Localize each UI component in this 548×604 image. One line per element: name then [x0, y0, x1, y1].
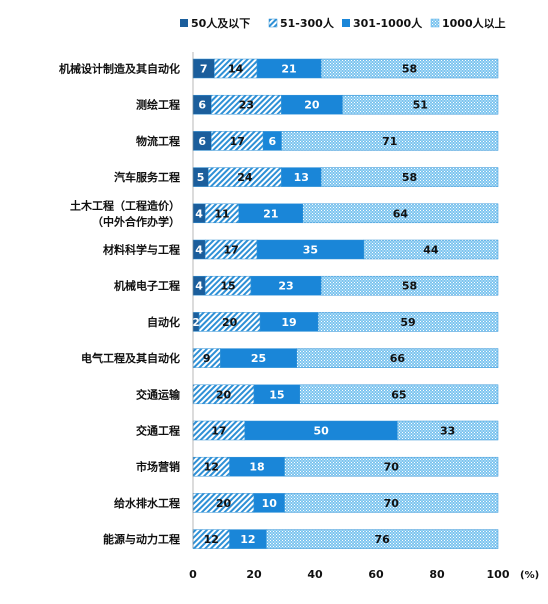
bar-data-label: 70 — [384, 461, 400, 474]
legend-label: 1000人以上 — [442, 16, 506, 30]
bar-data-label: 35 — [303, 244, 318, 257]
bar-segment — [302, 203, 499, 224]
bar-data-label: 12 — [240, 533, 255, 546]
category-label: 给水排水工程 — [114, 496, 180, 510]
bar-segment — [320, 275, 499, 296]
bar-data-label: 76 — [374, 533, 390, 546]
bar-data-label: 13 — [294, 171, 309, 184]
bar-data-label: 5 — [197, 171, 205, 184]
bar-data-label: 17 — [211, 425, 226, 438]
bar-segment — [281, 131, 499, 151]
x-axis: 0 20 40 60 80 100 (%) — [189, 52, 539, 581]
category-label: 测绘工程 — [136, 98, 180, 112]
category-label: 物流工程 — [136, 134, 180, 148]
category-label: 电气工程及其自动化 — [81, 351, 180, 365]
bar-data-label: 12 — [204, 461, 219, 474]
category-label: 交通工程 — [136, 424, 180, 438]
category-label: 机械设计制造及其自动化 — [59, 62, 180, 76]
bar-data-label: 58 — [402, 280, 417, 293]
bar-data-label: 4 — [195, 207, 203, 220]
bar-segment — [342, 94, 499, 115]
bar-data-label: 65 — [391, 388, 406, 401]
bar-data-label: 20 — [222, 316, 238, 329]
bar-data-label: 20 — [304, 99, 320, 112]
bar-data-label: 23 — [239, 99, 254, 112]
category-label: 机械电子工程 — [114, 279, 180, 293]
category-label: （中外合作办学） — [92, 214, 180, 228]
bar-segment — [363, 239, 499, 260]
bar-data-label: 58 — [402, 63, 417, 76]
bar-data-label: 17 — [223, 244, 238, 257]
bar-data-label: 10 — [262, 497, 278, 510]
bar-data-label: 33 — [440, 425, 455, 438]
category-label: 能源与动力工程 — [103, 532, 180, 546]
category-label: 自动化 — [147, 315, 180, 329]
legend-swatch — [430, 18, 440, 28]
bar-data-label: 70 — [384, 497, 400, 510]
bar-data-label: 19 — [281, 316, 296, 329]
bar-data-label: 14 — [228, 63, 244, 76]
bar-data-label: 20 — [216, 388, 232, 401]
bar-segment — [320, 167, 499, 187]
bar-data-label: 23 — [278, 280, 293, 293]
bar-data-label: 4 — [195, 244, 203, 257]
category-label: 材料科学与工程 — [103, 243, 180, 257]
legend-label: 51-300人 — [280, 16, 335, 30]
bar-segment — [296, 348, 499, 368]
bar-data-label: 4 — [195, 280, 203, 293]
category-label: 汽车服务工程 — [114, 170, 180, 184]
bar-segment — [320, 58, 499, 79]
bar-data-label: 44 — [423, 244, 439, 257]
bar-data-label: 15 — [269, 388, 284, 401]
bar-data-label: 15 — [220, 280, 235, 293]
bar-data-label: 51 — [413, 99, 428, 112]
bar-data-label: 6 — [198, 99, 206, 112]
category-label: 交通运输 — [136, 387, 181, 401]
bar-data-label: 12 — [204, 533, 219, 546]
legend-swatch — [342, 19, 350, 27]
bar-data-label: 50 — [313, 425, 329, 438]
bar-segment — [317, 312, 499, 332]
bar-data-label: 6 — [268, 135, 276, 148]
bar-data-label: 25 — [251, 352, 266, 365]
bar-data-label: 24 — [237, 171, 253, 184]
x-unit-label: (%) — [520, 570, 539, 581]
x-tick-label: 20 — [246, 568, 262, 581]
bar-data-label: 9 — [203, 352, 211, 365]
legend-swatch — [180, 19, 188, 27]
legend-label: 50人及以下 — [191, 16, 250, 30]
bar-segment — [265, 529, 499, 549]
bar-data-label: 64 — [393, 207, 409, 220]
x-tick-label: 80 — [429, 568, 445, 581]
category-label: 土木工程（工程造价） — [70, 198, 180, 212]
bar-data-label: 21 — [281, 63, 296, 76]
legend-label: 301-1000人 — [353, 16, 423, 30]
bar-data-label: 21 — [263, 207, 278, 220]
bar-data-label: 18 — [249, 461, 264, 474]
bar-segment — [284, 456, 499, 477]
chart-legend: 50人及以下 51-300人 301-1000人 1000人以上 — [180, 16, 506, 30]
bar-data-label: 71 — [382, 135, 397, 148]
bars-group: 7 14 21 586 23 20 516 17 6 715 24 13 584 11 21 644 17 35 4… — [192, 58, 499, 549]
legend-swatch — [268, 18, 278, 28]
bar-data-label: 58 — [402, 171, 417, 184]
bar-segment — [299, 384, 499, 405]
bar-data-label: 59 — [400, 316, 415, 329]
bar-data-label: 2 — [192, 316, 200, 329]
bar-data-label: 17 — [230, 135, 245, 148]
bar-data-label: 66 — [390, 352, 406, 365]
x-tick-label: 0 — [189, 568, 197, 581]
category-label: 市场营销 — [136, 460, 180, 474]
bar-data-label: 6 — [198, 135, 206, 148]
x-tick-label: 60 — [368, 568, 384, 581]
bar-segment — [397, 420, 499, 441]
x-tick-label: 100 — [487, 568, 510, 581]
bar-data-label: 7 — [200, 63, 208, 76]
bar-data-label: 20 — [216, 497, 232, 510]
bar-segment — [284, 493, 499, 513]
bar-data-label: 11 — [214, 207, 229, 220]
x-tick-label: 40 — [307, 568, 323, 581]
